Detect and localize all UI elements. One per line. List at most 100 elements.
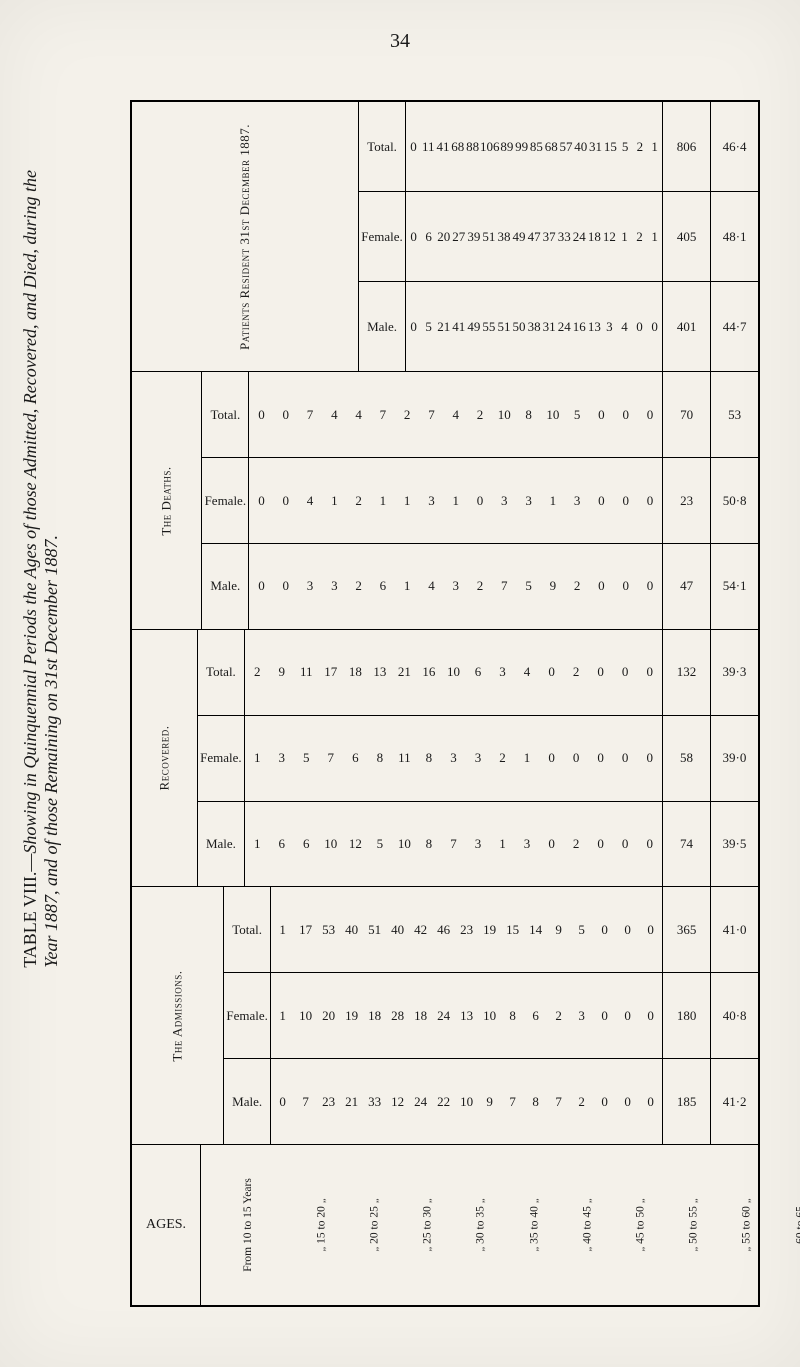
- data-cell: 6: [371, 544, 395, 629]
- ages-header: AGES.From 10 to 15 Years„ 15 to 20 „„ 20…: [132, 1145, 758, 1305]
- row-mean-age: 46·4: [710, 102, 758, 191]
- page-number: 34: [0, 30, 800, 53]
- sub-rows: Total.117534051404246231915149500036541·…: [224, 887, 758, 1144]
- data-cell: 16: [572, 282, 587, 371]
- data-cell: 47: [527, 192, 542, 281]
- age-range-label: „ 20 to 25 „: [368, 1198, 380, 1251]
- sub-row: Total.0114168881068999856857403115521806…: [359, 102, 758, 192]
- data-cell: 2: [468, 544, 492, 629]
- data-cell: 4: [444, 372, 468, 457]
- data-cell: 21: [340, 1059, 363, 1144]
- section-label: The Deaths.: [132, 372, 202, 629]
- sub-row-label: Total.: [198, 630, 245, 715]
- section-admissions: The Admissions.Total.1175340514042462319…: [132, 887, 758, 1145]
- data-cell: 1: [395, 458, 419, 543]
- data-cell: 0: [589, 544, 613, 629]
- totals-container: 5839·0: [662, 716, 758, 801]
- age-column: „ 35 to 40 „: [508, 1145, 561, 1305]
- data-cells: 29111718132116106340200013239·3: [245, 630, 758, 715]
- page: 34 TABLE VIII.—Showing in Quinquennial P…: [0, 0, 800, 1367]
- totals-container: 7053: [662, 372, 758, 457]
- data-cell: 5: [565, 372, 589, 457]
- row-total: 58: [662, 716, 710, 801]
- row-mean-age: 50·8: [710, 458, 758, 543]
- totals-container: 40144·7: [662, 282, 758, 371]
- data-cell: 3: [444, 544, 468, 629]
- section-label: Patients Resident 31st December 1887.: [132, 102, 359, 371]
- data-cell: 3: [570, 973, 593, 1058]
- data-cell: 4: [322, 372, 346, 457]
- age-range-label: „ 55 to 60 „: [741, 1198, 753, 1251]
- age-range-label: „ 50 to 55 „: [688, 1198, 700, 1251]
- data-cell: 0: [274, 458, 298, 543]
- data-cell: 16: [417, 630, 442, 715]
- section-label-text: The Admissions.: [170, 970, 186, 1061]
- sub-row-label: Male.: [224, 1059, 271, 1144]
- age-column: „ 15 to 20 „: [295, 1145, 348, 1305]
- age-column: From 10 to 15 Years: [201, 1145, 295, 1305]
- row-total: 74: [662, 802, 710, 887]
- data-cell: 0: [274, 544, 298, 629]
- data-cell: 10: [392, 802, 417, 887]
- data-cell: 11: [392, 716, 417, 801]
- data-cell: 0: [271, 1059, 294, 1144]
- data-cell: 106: [480, 102, 500, 191]
- data-cell: 3: [490, 630, 515, 715]
- data-cell: 6: [294, 802, 319, 887]
- sub-row: Female.1357681183321000005839·0: [198, 716, 758, 802]
- data-cell: 38: [496, 192, 511, 281]
- data-cell: 19: [478, 887, 501, 972]
- main-table: Patients Resident 31st December 1887. Tot…: [130, 100, 760, 1307]
- age-range-label: „ 30 to 35 „: [475, 1198, 487, 1251]
- data-cell: 1: [371, 458, 395, 543]
- data-cell: 0: [468, 458, 492, 543]
- data-cell: 3: [466, 716, 491, 801]
- data-cells: 07232133122422109787200018541·2: [271, 1059, 758, 1144]
- data-cell: 0: [589, 458, 613, 543]
- totals-container: 18040·8: [662, 973, 758, 1058]
- caption-prefix: TABLE VIII.—: [20, 854, 40, 968]
- data-cell: 0: [249, 458, 273, 543]
- row-mean-age: 39·3: [710, 630, 758, 715]
- data-cell: 2: [632, 192, 647, 281]
- data-cell: 5: [368, 802, 393, 887]
- data-cell: 8: [417, 802, 442, 887]
- data-cell: 0: [274, 372, 298, 457]
- data-cells: 0620273951384947373324181212140548·1: [406, 192, 758, 281]
- data-cell: 88: [465, 102, 480, 191]
- data-cell: 7: [298, 372, 322, 457]
- data-cell: 85: [529, 102, 544, 191]
- data-cell: 24: [572, 192, 587, 281]
- data-cell: 6: [269, 802, 294, 887]
- data-cell: 51: [481, 192, 496, 281]
- data-cell: 9: [269, 630, 294, 715]
- data-cell: 0: [639, 973, 662, 1058]
- data-cell: 53: [317, 887, 340, 972]
- data-cell: 15: [603, 102, 618, 191]
- totals-container: 18541·2: [662, 1059, 758, 1144]
- data-cell: 6: [343, 716, 368, 801]
- section-label: The Admissions.: [132, 887, 224, 1144]
- totals-container: 36541·0: [662, 887, 758, 972]
- data-cell: 0: [616, 973, 639, 1058]
- data-cells: 011416888106899985685740311552180646·4: [406, 102, 758, 191]
- age-range-label: „ 25 to 30 „: [422, 1198, 434, 1251]
- data-cell: 2: [490, 716, 515, 801]
- row-total: 47: [662, 544, 710, 629]
- data-cell: 7: [371, 372, 395, 457]
- data-cell: 0: [613, 630, 638, 715]
- data-cell: 9: [541, 544, 565, 629]
- age-range-label: „ 40 to 45 „: [581, 1198, 593, 1251]
- data-cell: 3: [516, 458, 540, 543]
- table-caption: TABLE VIII.—Showing in Quinquennial Peri…: [20, 170, 62, 968]
- sub-row: Female.062027395138494737332418121214054…: [359, 192, 758, 282]
- data-cell: 0: [588, 716, 613, 801]
- sub-rows: Total.29111718132116106340200013239·3Fem…: [198, 630, 758, 887]
- data-cell: 1: [647, 192, 662, 281]
- data-cell: 2: [632, 102, 647, 191]
- data-cell: 0: [632, 282, 647, 371]
- data-cell: 10: [294, 973, 317, 1058]
- data-cell: 8: [516, 372, 540, 457]
- section-label-text: Patients Resident 31st December 1887.: [237, 124, 253, 350]
- caption-line1: Showing in Quinquennial Periods the Ages…: [20, 170, 40, 854]
